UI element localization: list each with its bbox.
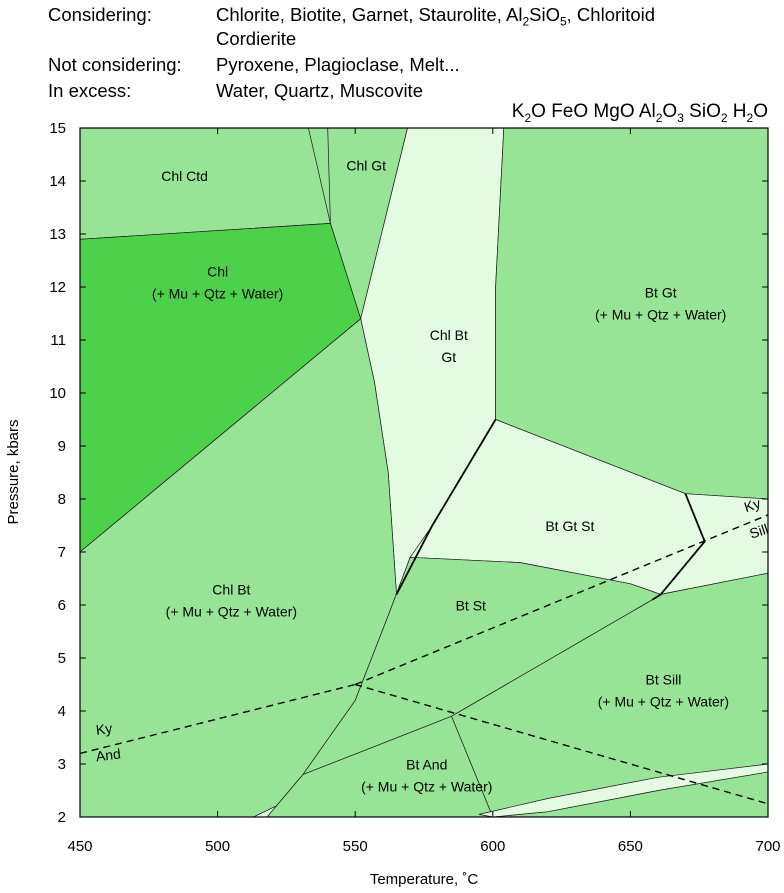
reaction-line-0 <box>395 419 497 595</box>
x-tick-label: 700 <box>755 838 780 855</box>
field-label-bt-gt: Bt Gt (+ Mu + Qtz + Water) <box>595 285 726 323</box>
considering-label: Considering: <box>48 4 152 25</box>
reaction-line-2 <box>651 540 706 601</box>
y-tick-label: 3 <box>58 756 66 773</box>
plot-frame <box>79 127 769 818</box>
y-tick-label: 10 <box>49 385 66 402</box>
x-tick-label: 450 <box>67 838 92 855</box>
annotation-sill-3: Sill <box>747 521 770 542</box>
annotation-and-1: And <box>95 745 122 764</box>
y-tick-label: 11 <box>50 332 66 349</box>
y-tick-label: 7 <box>58 544 66 561</box>
reaction-line-1 <box>684 493 706 542</box>
y-tick-label: 6 <box>58 597 66 614</box>
y-tick-label: 15 <box>49 120 66 137</box>
field-label-bt-gt-st: Bt Gt St <box>545 518 594 534</box>
y-tick-label: 14 <box>49 173 66 190</box>
field-label-bt-st: Bt St <box>456 597 486 613</box>
considering-values-line2: Cordierite <box>216 28 297 49</box>
y-tick-label: 5 <box>58 650 66 667</box>
y-tick-label: 9 <box>58 438 66 455</box>
field-label-chl-bt-gt: Chl Bt Gt <box>430 327 468 365</box>
not-considering-label: Not considering: <box>48 54 182 75</box>
annotation-ky-0: Ky <box>95 720 113 738</box>
x-tick-label: 600 <box>480 838 505 855</box>
field-label-chl-gt: Chl Gt <box>346 157 386 173</box>
field-label-chl: Chl (+ Mu + Qtz + Water) <box>152 263 283 301</box>
in-excess-label: In excess: <box>48 80 132 101</box>
y-tick-label: 2 <box>58 809 66 826</box>
y-tick-label: 12 <box>49 279 66 296</box>
x-tick-label: 500 <box>205 838 230 855</box>
y-tick-label: 4 <box>58 703 66 720</box>
annotation-ky-2: Ky <box>742 495 762 515</box>
field-label-bt-sill: Bt Sill (+ Mu + Qtz + Water) <box>598 672 729 710</box>
field-label-chl-bt: Chl Bt (+ Mu + Qtz + Water) <box>166 581 297 619</box>
not-considering-values: Pyroxene, Plagioclase, Melt... <box>216 54 460 75</box>
fields-layer <box>79 127 769 818</box>
x-axis-label: Temperature, ˚C <box>370 871 479 888</box>
considering-values: Chlorite, Biotite, Garnet, Staurolite, A… <box>216 4 656 29</box>
ticks-layer: 450 500 550 600 650 700 2 3 4 5 6 7 8 9 10 11 12 13 14 15 <box>49 120 780 855</box>
y-tick-label: 8 <box>58 491 66 508</box>
x-tick-label: 550 <box>343 838 368 855</box>
field-label-bt-and: Bt And (+ Mu + Qtz + Water) <box>361 756 492 794</box>
x-tick-label: 650 <box>618 838 643 855</box>
dashed-ky-sill <box>354 514 769 686</box>
y-axis-label: Pressure, kbars <box>5 419 22 524</box>
in-excess-values: Water, Quartz, Muscovite <box>216 80 423 101</box>
y-tick-label: 13 <box>49 226 66 243</box>
field-label-chl-ctd: Chl Ctd <box>161 168 208 184</box>
labels-layer: Chl Ctd Chl Gt Chl (+ Mu + Qtz + Water) Chl … <box>95 157 770 794</box>
chemical-system-label: K2O FeO MgO Al2O3 SiO2 H2O <box>511 101 768 125</box>
lines-layer <box>79 419 769 805</box>
